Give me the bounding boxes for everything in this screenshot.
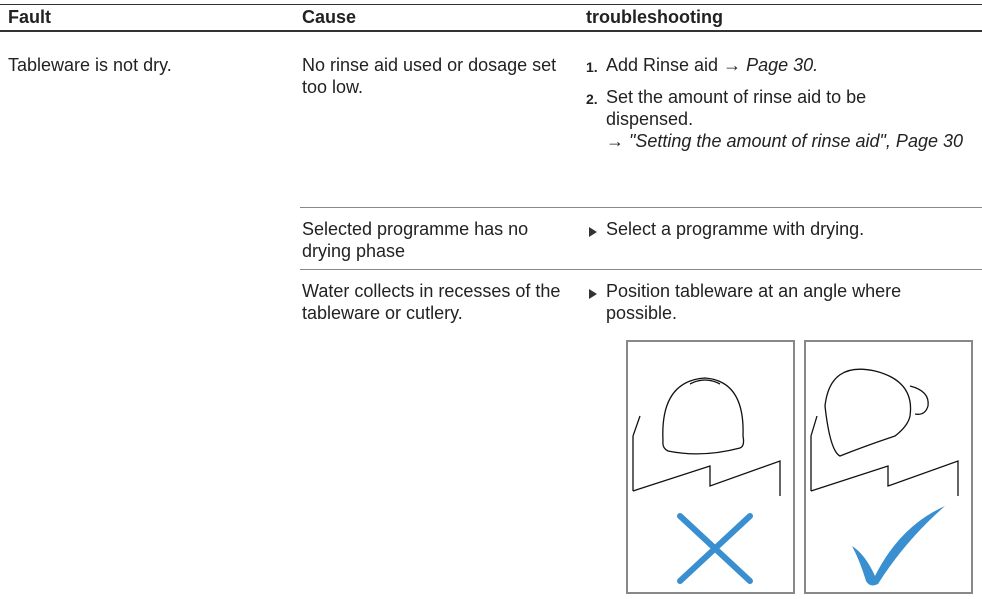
cause: Selected programme has no drying phase	[302, 219, 529, 261]
page-ref[interactable]: → "Setting the amount of rinse aid", Pag…	[606, 131, 963, 151]
bullet	[589, 289, 597, 299]
step-text: Set the amount of rinse aid to be dispen…	[606, 87, 867, 129]
action: Select a programme with drying.	[606, 219, 865, 239]
row-rule	[300, 207, 982, 208]
row-rule	[300, 269, 982, 270]
cause: No rinse aid used or dosage set too low.	[302, 55, 557, 97]
top-rule	[0, 4, 982, 5]
cause: Water collects in recesses of the tablew…	[302, 281, 561, 323]
step-number: 2.	[586, 91, 598, 107]
header-rule	[0, 30, 982, 32]
page-ref[interactable]: Page 30.	[746, 55, 819, 75]
step-number: 1.	[586, 59, 598, 75]
illustration	[626, 340, 973, 594]
step-text: Add Rinse aid → Page 30.	[606, 54, 976, 76]
header-cell: Cause	[302, 7, 357, 27]
fault: Tableware is not dry.	[8, 55, 172, 75]
bullet	[589, 227, 597, 237]
header-cell: troubleshooting	[586, 7, 723, 27]
action: Position tableware at an angle where pos…	[606, 281, 902, 323]
header-cell: Fault	[8, 7, 51, 27]
step-text: Add Rinse aid →	[606, 55, 742, 75]
